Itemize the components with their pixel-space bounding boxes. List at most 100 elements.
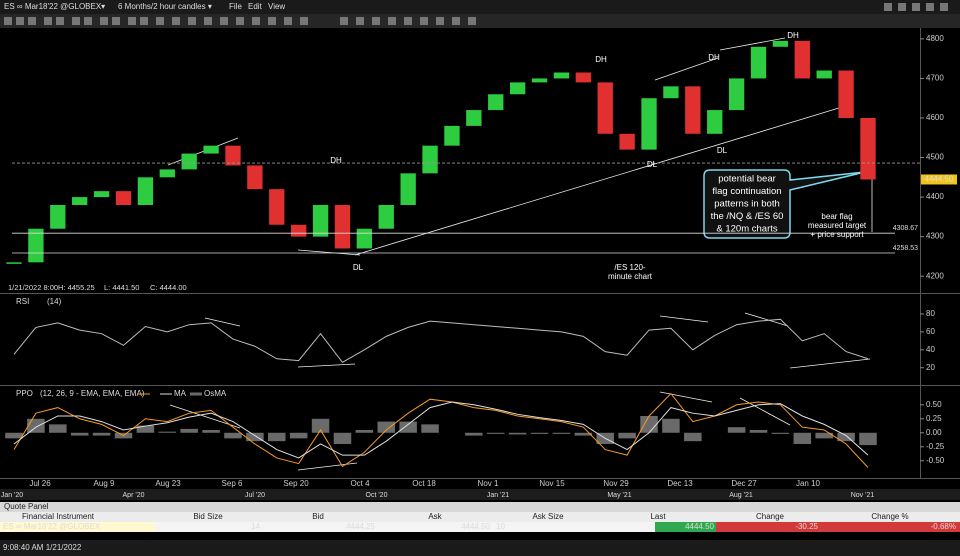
candle	[378, 204, 394, 229]
y-tick-label: 0.25	[926, 414, 942, 423]
x-tick-label: Nov 1	[478, 479, 499, 488]
histogram-bar	[662, 418, 680, 433]
overview-label: Jan '21	[487, 492, 509, 499]
histogram-bar	[640, 415, 658, 433]
histogram-bar	[202, 429, 220, 433]
dh-label: DH	[595, 55, 607, 64]
candle	[312, 204, 329, 237]
histogram-bar	[684, 432, 702, 442]
candle	[860, 117, 876, 180]
histogram-bar	[268, 432, 286, 442]
chart-label: /ES 120-	[614, 263, 645, 272]
quote-cell: -30.25	[795, 522, 818, 531]
dl-label: DL	[647, 160, 658, 169]
x-tick-label: Nov 29	[603, 479, 629, 488]
quote-panel-header	[0, 512, 960, 522]
histogram-bar	[355, 429, 374, 433]
dl-label: DL	[353, 263, 364, 272]
candle	[838, 70, 854, 118]
y-tick-label: 80	[926, 309, 935, 318]
indicator-line	[13, 401, 869, 459]
quote-cell: 4444.50	[461, 522, 490, 531]
quote-header: Ask Size	[532, 512, 564, 521]
candle	[619, 133, 635, 150]
histogram-bar	[333, 432, 352, 444]
y-tick-label: 40	[926, 345, 935, 354]
menu-edit[interactable]: Edit	[248, 2, 263, 11]
x-tick-label: Sep 6	[222, 479, 243, 488]
y-tick-label: 20	[926, 363, 935, 372]
dh-label: DH	[708, 53, 720, 62]
quote-header: Bid Size	[193, 512, 223, 521]
instrument-name[interactable]: ES ∞ Mar18'22 @GLOBEX▾	[4, 2, 105, 11]
quote-cell: 4444.50	[685, 522, 714, 531]
panel-borders	[0, 28, 960, 479]
x-tick-label: Jan 10	[796, 479, 821, 488]
candle	[356, 228, 373, 249]
quote-header: Financial Instrument	[22, 512, 95, 521]
histogram-bar	[508, 432, 527, 435]
histogram-bar	[70, 432, 89, 436]
candle	[575, 72, 591, 83]
overview-label: Nov '21	[851, 492, 875, 499]
menu-file[interactable]: File	[229, 2, 242, 11]
quote-header: Change %	[871, 512, 908, 521]
quote-cell: ES ∞ Mar18'22 @GLOBEX	[3, 522, 101, 531]
quote-panel-title: Quote Panel	[4, 502, 49, 511]
instrument-cell	[0, 522, 155, 532]
y-tick-label: 4700	[926, 74, 944, 83]
histogram-bar	[27, 418, 45, 433]
ohlc-info: L: 4441.50	[104, 283, 139, 292]
ohlc-info: H: 4455.25	[58, 283, 95, 292]
callout-text: potential bear	[718, 174, 776, 185]
quote-header: Change	[756, 512, 785, 521]
candle	[509, 82, 526, 95]
indicator-line	[13, 318, 869, 364]
callout-text: & 120m charts	[716, 224, 777, 235]
y-tick-label: 4300	[926, 232, 944, 241]
y-tick-label: 4200	[926, 271, 944, 280]
y-tick-label: 0.50	[926, 400, 942, 409]
candle	[400, 173, 416, 205]
callout-text: the /NQ & /ES 60	[711, 211, 784, 222]
title-bar	[0, 0, 960, 14]
candle	[531, 78, 548, 83]
indicator-name: RSI	[16, 297, 29, 306]
dh-label: DH	[330, 156, 342, 165]
y-tick-label: -0.25	[926, 442, 945, 451]
histogram-bar	[552, 432, 571, 434]
histogram-bar	[377, 421, 396, 433]
x-tick-label: Nov 15	[539, 479, 565, 488]
status-bar	[0, 540, 960, 556]
period-selector[interactable]: 6 Months/2 hour candles ▾	[118, 2, 212, 11]
y-tick-label: -0.50	[926, 456, 945, 465]
quote-panel-title-bar	[0, 502, 960, 512]
candle	[203, 145, 219, 154]
candle	[750, 46, 767, 79]
candle	[728, 78, 745, 111]
overview-label: Oct '20	[366, 492, 388, 499]
candle	[247, 165, 263, 190]
overview-strip	[0, 489, 960, 500]
candle	[6, 262, 22, 264]
histogram-bar	[793, 432, 812, 444]
candle	[291, 224, 307, 237]
candle	[225, 145, 241, 166]
candle	[137, 177, 154, 205]
candle	[50, 204, 66, 229]
candle	[269, 189, 285, 225]
histogram-bar	[859, 432, 877, 446]
candle	[772, 40, 789, 47]
support-level-label: 4258.53	[893, 245, 918, 252]
x-tick-label: Dec 27	[731, 479, 757, 488]
quote-cell: 10	[496, 522, 505, 531]
x-tick-label: Aug 9	[94, 479, 115, 488]
candle	[597, 82, 613, 134]
menu-view[interactable]: View	[268, 2, 285, 11]
toolbar-icons	[4, 3, 948, 25]
callout-text: flag continuation	[712, 186, 781, 197]
indicator-line	[13, 392, 869, 468]
legend-label: OsMA	[204, 389, 227, 398]
